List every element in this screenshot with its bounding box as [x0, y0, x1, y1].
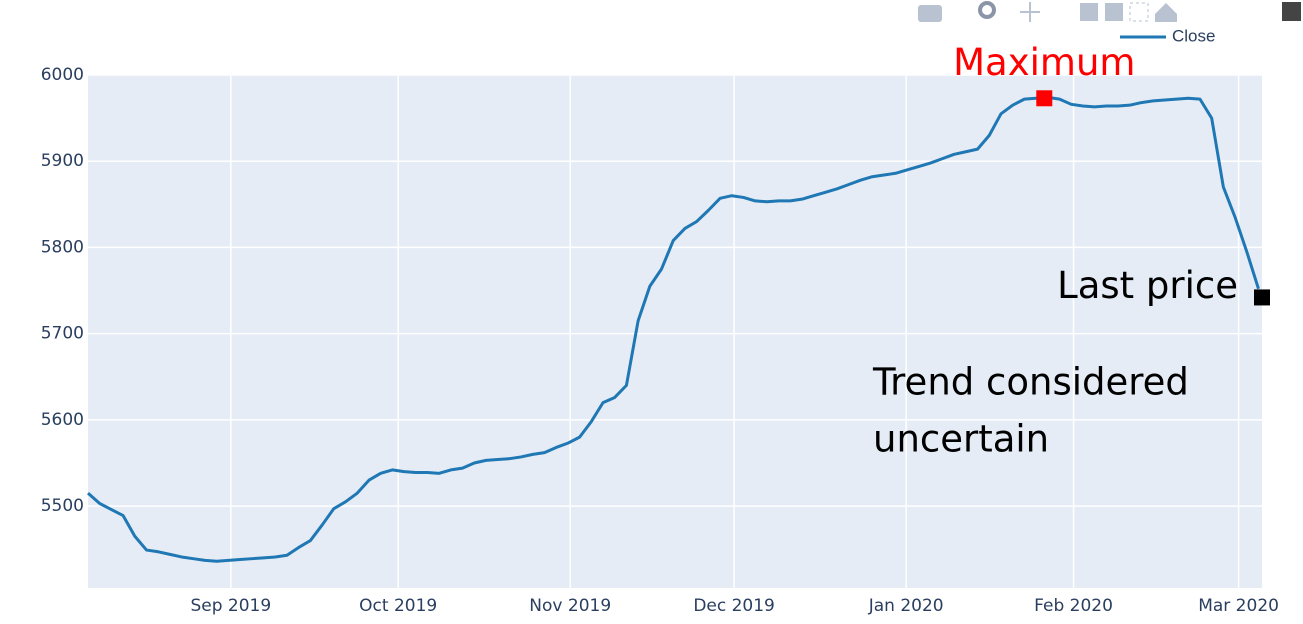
modebar[interactable] — [918, 1, 1301, 22]
annotation: Trend considered — [872, 361, 1189, 404]
marker-label: Maximum — [953, 41, 1135, 84]
x-tick-label: Mar 2020 — [1198, 596, 1279, 616]
camera-icon[interactable] — [918, 5, 942, 22]
plotly-logo[interactable] — [1282, 2, 1301, 21]
marker — [1036, 90, 1053, 107]
x-tick-label: Dec 2019 — [693, 596, 775, 616]
x-tick-label: Nov 2019 — [529, 596, 611, 616]
legend-label: Close — [1172, 26, 1215, 45]
annotation: uncertain — [873, 418, 1049, 461]
pan-icon[interactable] — [1020, 2, 1040, 22]
y-tick-label: 5900 — [41, 151, 84, 171]
line — [87, 95, 1260, 563]
x-tick-label: Oct 2019 — [359, 596, 437, 616]
y-tick-label: 5800 — [41, 237, 84, 257]
x-tick-label: Sep 2019 — [190, 596, 271, 616]
y-tick-label: 6000 — [41, 65, 84, 85]
plot-area — [88, 75, 1262, 588]
autoscale-icon[interactable] — [1129, 2, 1149, 22]
y-tick-label: 5600 — [41, 410, 84, 430]
zoom-in-icon[interactable] — [1080, 3, 1098, 21]
reset-icon[interactable] — [1155, 3, 1177, 22]
x-tick-label: Feb 2020 — [1034, 596, 1113, 616]
zoom-icon[interactable] — [978, 1, 996, 19]
x-tick-label: Jan 2020 — [868, 596, 944, 616]
marker-label: Last price — [1057, 264, 1238, 307]
y-tick-label: 5700 — [41, 324, 84, 344]
marker — [1254, 289, 1270, 306]
zoom-out-icon[interactable] — [1105, 3, 1123, 21]
y-tick-label: 5500 — [41, 496, 84, 516]
